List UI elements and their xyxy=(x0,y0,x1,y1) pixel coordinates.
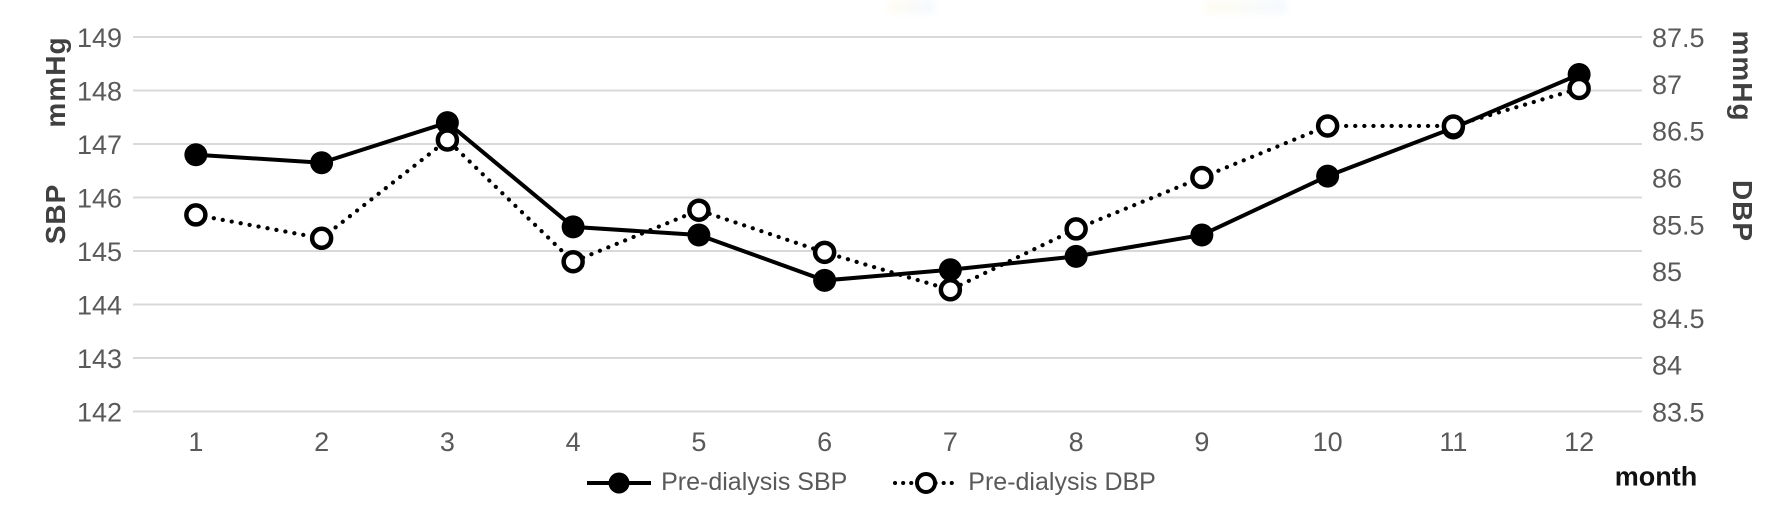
left-axis-tick-label: 149 xyxy=(77,23,122,53)
right-axis-tick-label: 83.5 xyxy=(1652,398,1705,428)
right-axis-tick-label: 87.5 xyxy=(1652,23,1705,53)
legend: Pre-dialysis SBP Pre-dialysis DBP xyxy=(0,468,1742,497)
left-axis-tick-label: 148 xyxy=(77,77,122,107)
x-axis-tick-label: 1 xyxy=(188,427,203,457)
dbp-data-point xyxy=(938,278,963,302)
dbp-legend-marker-icon xyxy=(893,471,960,494)
sbp-data-point xyxy=(1190,223,1214,247)
dbp-data-point xyxy=(812,240,837,265)
sbp-data-point xyxy=(310,151,334,175)
right-axis-title-dbp: DBP xyxy=(1727,179,1758,243)
x-axis-tick-label: 2 xyxy=(314,427,329,457)
x-axis-title: month xyxy=(1614,461,1698,492)
sbp-data-point xyxy=(813,268,837,292)
right-axis-tick-label: 85.5 xyxy=(1652,210,1705,240)
dbp-data-point xyxy=(309,226,334,251)
right-axis-tick-label: 85 xyxy=(1652,257,1682,287)
x-axis-tick-label: 12 xyxy=(1564,427,1594,457)
dbp-data-point xyxy=(1315,114,1340,138)
legend-label-dbp: Pre-dialysis DBP xyxy=(968,468,1156,496)
sbp-data-point xyxy=(435,111,459,135)
x-axis-tick-label: 10 xyxy=(1313,427,1343,457)
legend-label-sbp: Pre-dialysis SBP xyxy=(661,468,848,496)
right-axis-tick-label: 86.5 xyxy=(1652,117,1705,147)
dbp-data-point xyxy=(561,249,585,274)
x-axis-tick-label: 9 xyxy=(1194,427,1209,457)
sbp-legend-marker-icon xyxy=(587,472,652,493)
left-axis-tick-label: 147 xyxy=(77,130,122,160)
right-axis-tick-label: 84 xyxy=(1652,351,1682,381)
dbp-data-point xyxy=(687,198,711,222)
dbp-data-point xyxy=(1441,114,1466,138)
right-axis-tick-label: 84.5 xyxy=(1652,304,1705,334)
x-axis-tick-label: 6 xyxy=(817,427,832,457)
dbp-data-point xyxy=(1567,76,1591,101)
dbp-data-point xyxy=(435,128,460,152)
legend-item-dbp: Pre-dialysis DBP xyxy=(893,468,1156,497)
left-axis-unit-label: mmHg xyxy=(40,36,71,128)
x-axis-tick-label: 4 xyxy=(566,427,581,457)
legend-item-sbp: Pre-dialysis SBP xyxy=(586,468,847,497)
right-axis-tick-label: 87 xyxy=(1652,70,1682,100)
right-axis-tick-label: 86 xyxy=(1652,163,1682,193)
dbp-data-point xyxy=(1190,165,1214,190)
x-axis-tick-label: 8 xyxy=(1069,427,1084,457)
sbp-data-point xyxy=(938,258,962,282)
dbp-series-line xyxy=(193,86,1582,293)
left-axis-tick-label: 146 xyxy=(77,184,122,214)
x-axis-tick-label: 3 xyxy=(440,427,455,457)
sbp-series-line xyxy=(195,72,1580,283)
left-axis-tick-label: 143 xyxy=(77,344,122,374)
sbp-data-point xyxy=(184,143,208,167)
left-axis-tick-label: 142 xyxy=(77,398,122,428)
sbp-data-point xyxy=(1064,244,1088,268)
sbp-data-point xyxy=(561,215,585,239)
sbp-data-point xyxy=(687,223,711,247)
left-axis-tick-label: 144 xyxy=(77,291,122,321)
right-axis-unit-label: mmHg xyxy=(1727,30,1758,122)
sbp-data-point xyxy=(1316,164,1340,188)
x-axis-tick-label: 7 xyxy=(943,427,958,457)
x-axis-tick-label: 5 xyxy=(691,427,706,457)
left-axis-tick-label: 145 xyxy=(77,237,122,267)
x-axis-tick-label: 11 xyxy=(1439,427,1467,457)
left-axis-title-sbp: SBP xyxy=(40,183,71,245)
dbp-data-point xyxy=(1064,217,1088,241)
dbp-data-point xyxy=(184,203,208,227)
